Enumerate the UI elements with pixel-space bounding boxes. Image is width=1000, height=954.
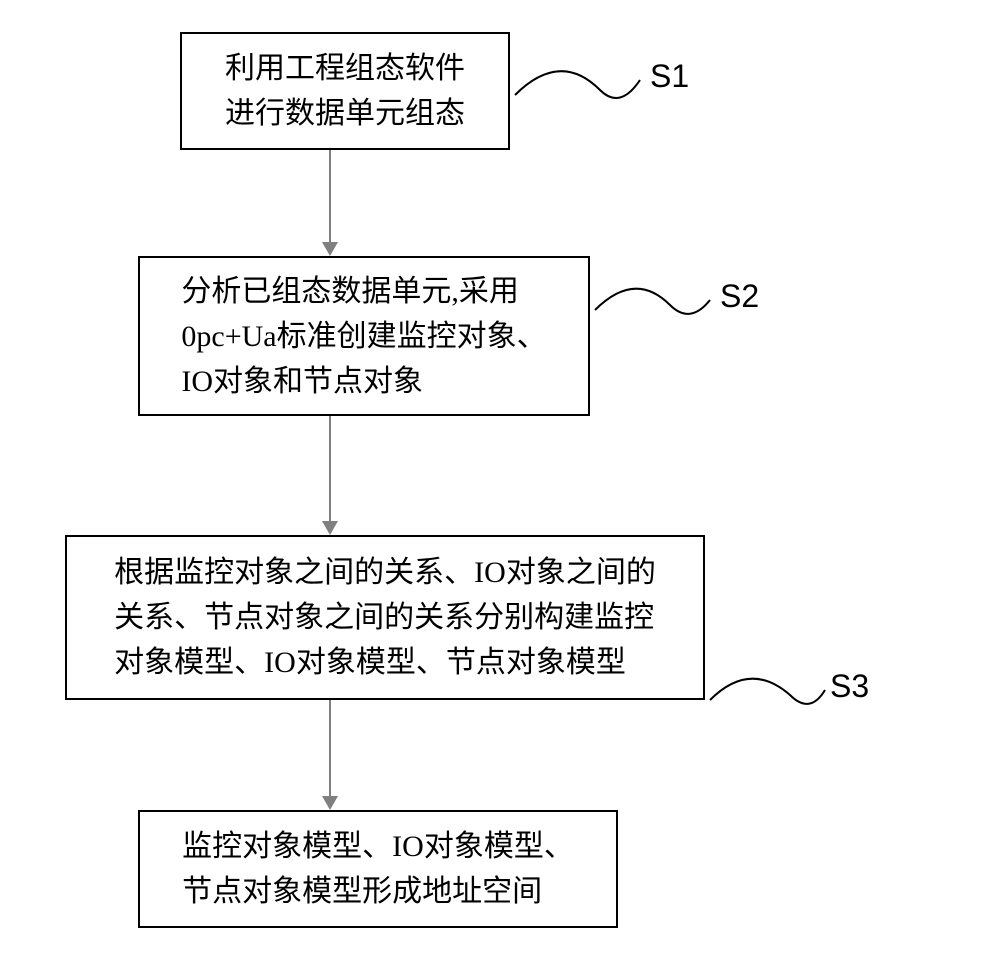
label-s2: S2	[720, 278, 759, 315]
arrow-2-head	[322, 521, 338, 535]
flowchart-node-s2: 分析已组态数据单元,采用 0pc+Ua标准创建监控对象、 IO对象和节点对象	[138, 256, 590, 416]
flowchart-node-s3: 根据监控对象之间的关系、IO对象之间的 关系、节点对象之间的关系分别构建监控 对…	[65, 535, 705, 700]
flowchart-node-s1: 利用工程组态软件 进行数据单元组态	[180, 32, 510, 150]
arrow-2-line	[329, 416, 331, 521]
flowchart-container: 利用工程组态软件 进行数据单元组态 S1 分析已组态数据单元,采用 0pc+Ua…	[0, 0, 1000, 954]
arrow-3-head	[322, 796, 338, 810]
arrow-1-line	[329, 150, 331, 242]
node-s2-text: 分析已组态数据单元,采用 0pc+Ua标准创建监控对象、 IO对象和节点对象	[181, 269, 546, 404]
node-s3-text: 根据监控对象之间的关系、IO对象之间的 关系、节点对象之间的关系分别构建监控 对…	[114, 550, 656, 685]
node-4-text: 监控对象模型、IO对象模型、 节点对象模型形成地址空间	[182, 824, 574, 914]
label-s1: S1	[650, 58, 689, 95]
arrow-3-line	[329, 700, 331, 796]
label-s3: S3	[830, 668, 869, 705]
node-s1-text: 利用工程组态软件 进行数据单元组态	[225, 46, 465, 136]
arrow-1-head	[322, 242, 338, 256]
flowchart-node-4: 监控对象模型、IO对象模型、 节点对象模型形成地址空间	[138, 810, 618, 928]
